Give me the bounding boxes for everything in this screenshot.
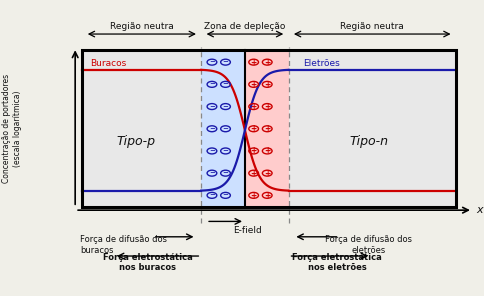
- Text: +: +: [250, 147, 256, 155]
- Text: Tipo-p: Tipo-p: [116, 135, 155, 148]
- Text: +: +: [264, 147, 270, 155]
- Text: −: −: [209, 59, 214, 65]
- Bar: [244, 50, 288, 207]
- Bar: [288, 50, 455, 207]
- Text: Concentração de portadores
(escala logarítmica): Concentração de portadores (escala logar…: [2, 74, 22, 183]
- Text: +: +: [264, 191, 270, 200]
- Text: −: −: [209, 170, 214, 176]
- Text: −: −: [222, 81, 228, 87]
- Bar: [201, 50, 244, 207]
- Text: +: +: [250, 124, 256, 133]
- Text: x: x: [475, 205, 482, 215]
- Text: +: +: [264, 102, 270, 111]
- Text: +: +: [250, 191, 256, 200]
- Text: Zona de depleção: Zona de depleção: [204, 22, 285, 31]
- Text: −: −: [209, 192, 214, 198]
- Text: +: +: [264, 58, 270, 67]
- Text: Força de difusão dos
eletrões: Força de difusão dos eletrões: [324, 235, 411, 255]
- Text: −: −: [222, 148, 228, 154]
- Text: +: +: [250, 102, 256, 111]
- Bar: [82, 50, 455, 207]
- Text: +: +: [250, 169, 256, 178]
- Bar: [82, 50, 201, 207]
- Text: −: −: [222, 104, 228, 110]
- Text: −: −: [222, 192, 228, 198]
- Text: −: −: [209, 81, 214, 87]
- Text: Tipo-n: Tipo-n: [348, 135, 388, 148]
- Text: +: +: [264, 169, 270, 178]
- Text: Força eletrostática
nos eletrões: Força eletrostática nos eletrões: [291, 253, 381, 273]
- Text: −: −: [209, 126, 214, 132]
- Text: +: +: [264, 80, 270, 89]
- Text: −: −: [222, 59, 228, 65]
- Text: +: +: [250, 58, 256, 67]
- Text: Buracos: Buracos: [90, 59, 126, 68]
- Text: −: −: [222, 170, 228, 176]
- Text: −: −: [209, 104, 214, 110]
- Text: −: −: [222, 126, 228, 132]
- Text: −: −: [209, 148, 214, 154]
- Text: +: +: [264, 124, 270, 133]
- Text: Região neutra: Região neutra: [340, 22, 403, 31]
- Text: E-field: E-field: [232, 226, 261, 235]
- Text: Força eletrostática
nos buracos: Força eletrostática nos buracos: [103, 253, 193, 273]
- Text: Eletrões: Eletrões: [302, 59, 339, 68]
- Text: Região neutra: Região neutra: [110, 22, 173, 31]
- Text: Força de difusão dos
buracos: Força de difusão dos buracos: [80, 235, 167, 255]
- Text: +: +: [250, 80, 256, 89]
